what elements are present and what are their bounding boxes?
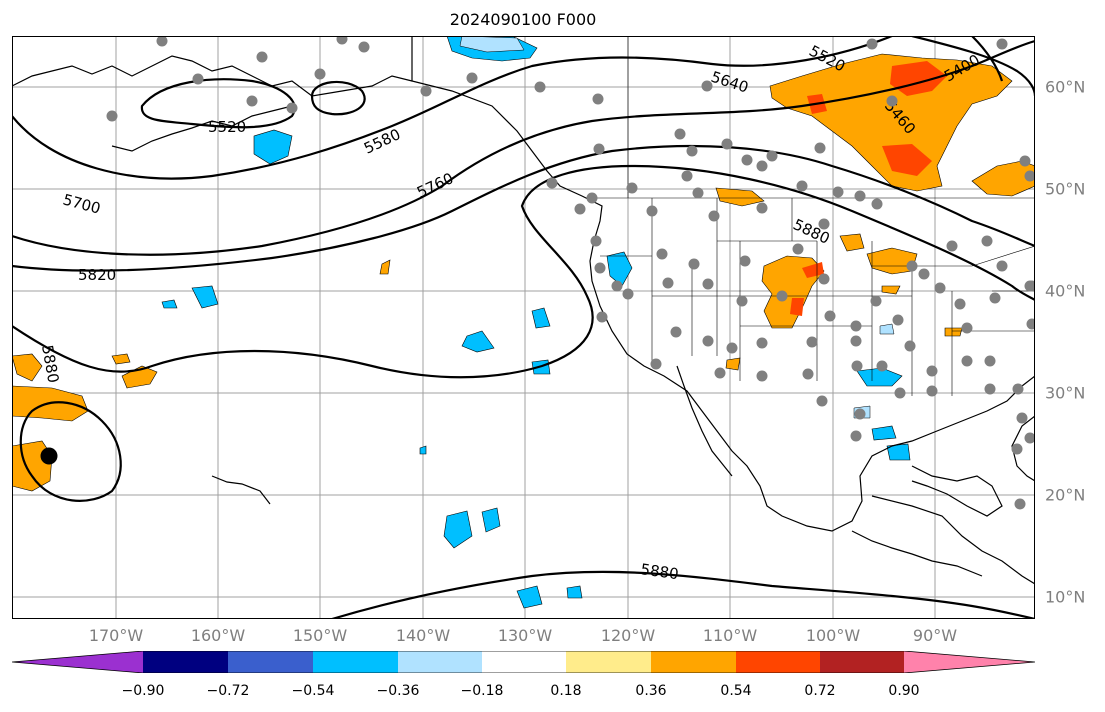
light-negative-areas: [459, 36, 895, 419]
lon-label: 100°W: [805, 626, 861, 645]
lat-label: 20°N: [1045, 485, 1086, 505]
lon-label: 130°W: [497, 626, 553, 645]
colorbar-segment: [313, 651, 398, 673]
colorbar-segment: [736, 651, 820, 673]
colorbar-segment: [143, 651, 228, 673]
lon-label: 160°W: [190, 626, 246, 645]
lon-label: 170°W: [88, 626, 144, 645]
colorbar-tick: 0.72: [804, 683, 836, 699]
cyclone-marker: [40, 447, 58, 465]
colorbar-tick: 0.36: [635, 683, 667, 699]
colorbar-tick: −0.54: [291, 683, 335, 699]
colorbar-tick: −0.18: [460, 683, 504, 699]
map-title: 2024090100 F000: [449, 10, 597, 29]
lat-label: 40°N: [1045, 281, 1086, 301]
lat-label: 50°N: [1045, 179, 1086, 199]
colorbar-tick: 0.54: [720, 683, 752, 699]
contour-label: 5760: [414, 169, 456, 201]
colorbar-segment: [566, 651, 651, 673]
height-contours: [12, 36, 1035, 619]
colorbar-segment: [820, 651, 904, 673]
colorbar-tick: 0.18: [550, 683, 582, 699]
lat-label: 10°N: [1045, 587, 1086, 607]
map-panel[interactable]: 5520 5580 5760 5700 5820 5880 5640 5520 …: [12, 36, 1035, 619]
colorbar-segment: [398, 651, 482, 673]
map-canvas: 5520 5580 5760 5700 5820 5880 5640 5520 …: [12, 36, 1035, 619]
colorbar-tick: −0.36: [376, 683, 420, 699]
lon-label: 120°W: [600, 626, 656, 645]
station-markers: [106, 36, 1035, 510]
colorbar-segment: [12, 651, 143, 673]
colorbar-segment: [904, 651, 1035, 673]
lon-label: 140°W: [395, 626, 451, 645]
colorbar-tick: 0.90: [888, 683, 920, 699]
lon-label: 90°W: [912, 626, 958, 645]
contour-label: 5700: [61, 190, 103, 217]
colorbar-tick: −0.90: [121, 683, 165, 699]
lat-label: 30°N: [1045, 383, 1086, 403]
contour-label: 5520: [208, 118, 246, 136]
colorbar-segment: [482, 651, 566, 673]
colorbar-segment: [651, 651, 736, 673]
colorbar-segment: [228, 651, 313, 673]
colorbar: [12, 651, 1035, 673]
contour-label: 5820: [78, 266, 116, 284]
lat-label: 60°N: [1045, 77, 1086, 97]
positive-anomaly-areas: [12, 53, 1035, 492]
colorbar-tick: −0.72: [206, 683, 250, 699]
lon-label: 150°W: [292, 626, 348, 645]
lon-label: 110°W: [702, 626, 758, 645]
contour-label: 5880: [639, 560, 679, 583]
contour-label: 5880: [38, 344, 62, 385]
